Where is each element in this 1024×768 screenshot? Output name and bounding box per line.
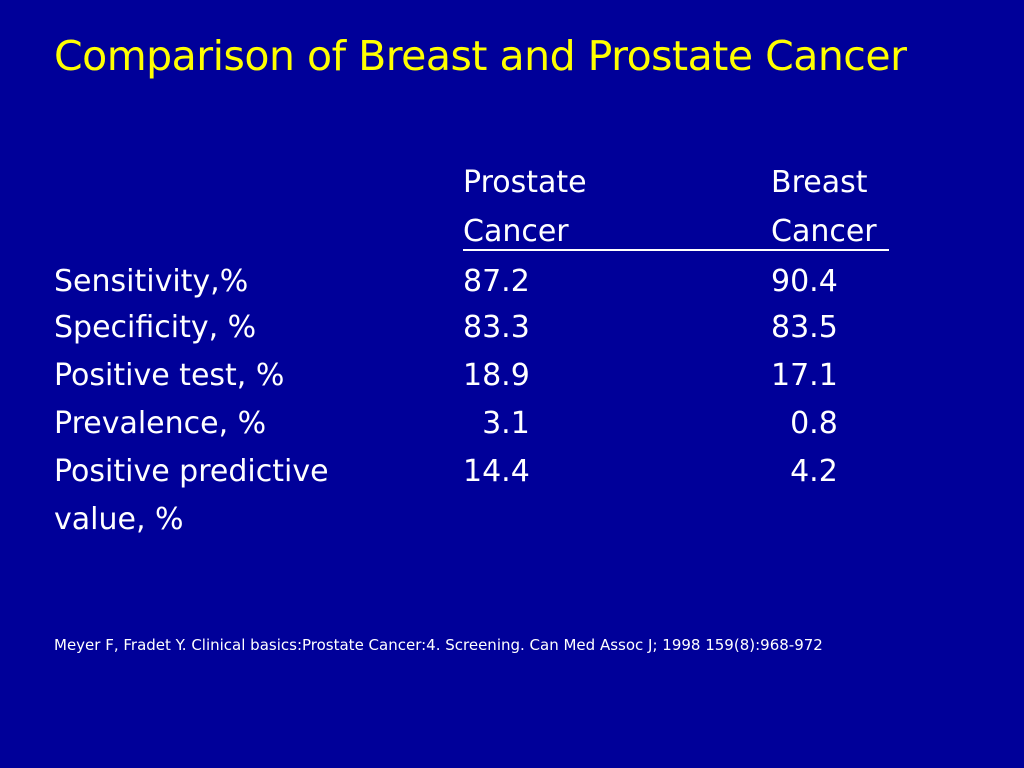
row-value-prostate-specificity: 83.3	[463, 310, 530, 345]
row-value-breast-sensitivity: 90.4	[771, 264, 838, 299]
row-label-prevalence: Prevalence, %	[54, 406, 267, 441]
row-value-prostate-positive-test: 18.9	[463, 358, 530, 393]
row-value-prostate-sensitivity: 87.2	[463, 264, 530, 299]
slide-title: Comparison of Breast and Prostate Cancer	[54, 32, 907, 80]
header-prostate-line2: Cancer	[463, 214, 569, 249]
header-underline	[463, 249, 889, 251]
row-label-ppv: Positive predictive	[54, 454, 329, 489]
row-value-prostate-ppv: 14.4	[463, 454, 530, 489]
row-value-breast-ppv: 4.2	[771, 454, 838, 489]
row-label-sensitivity: Sensitivity,%	[54, 264, 249, 299]
row-value-prostate-prevalence: 3.1	[463, 406, 530, 441]
row-label-ppv-continuation: value, %	[54, 502, 184, 537]
row-value-breast-prevalence: 0.8	[771, 406, 838, 441]
header-breast-line2: Cancer	[771, 214, 877, 249]
row-value-breast-specificity: 83.5	[771, 310, 838, 345]
row-label-positive-test: Positive test, %	[54, 358, 285, 393]
header-prostate-line1: Prostate	[463, 165, 587, 200]
citation: Meyer F, Fradet Y. Clinical basics:Prost…	[54, 636, 823, 654]
header-breast-line1: Breast	[771, 165, 868, 200]
row-label-specificity: Specificity, %	[54, 310, 257, 345]
row-value-breast-positive-test: 17.1	[771, 358, 838, 393]
